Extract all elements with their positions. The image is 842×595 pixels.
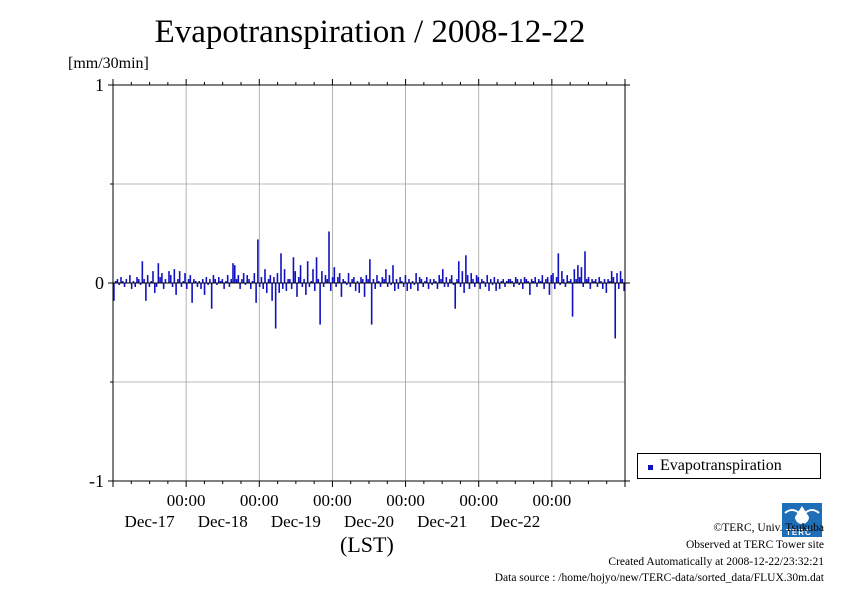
x-axis-label: (LST) (340, 532, 394, 557)
credit-observed: Observed at TERC Tower site (685, 539, 824, 551)
legend-label-evapotranspiration: Evapotranspiration (660, 457, 782, 474)
credit-source: Data source : /home/hojyo/new/TERC-data/… (494, 572, 824, 584)
legend-swatch (648, 465, 653, 470)
x-tick-date-label: Dec-21 (417, 512, 467, 531)
y-tick-label: 0 (95, 273, 104, 293)
x-tick-date-label: Dec-17 (125, 512, 176, 531)
x-tick-date-label: Dec-20 (344, 512, 394, 531)
x-tick-date-label: Dec-22 (490, 512, 540, 531)
tick-labels: -1 0 1 00:00 Dec-17 00:00 Dec-18 00:00 Dec-19 00:… (89, 75, 571, 531)
chart-title: Evapotranspiration / 2008-12-22 (154, 14, 586, 50)
bar-series (113, 231, 625, 339)
credit-copyright: ©TERC, Univ. Tsukuba (713, 522, 824, 534)
y-tick-label: -1 (89, 471, 104, 491)
credit-created: Created Automatically at 2008-12-22/23:3… (608, 556, 824, 568)
y-axis-label: [mm/30min] (68, 55, 149, 72)
x-tick-time-label: 00:00 (386, 491, 425, 510)
x-tick-date-label: Dec-19 (271, 512, 321, 531)
x-tick-time-label: 00:00 (532, 491, 571, 510)
x-tick-time-label: 00:00 (313, 491, 352, 510)
x-tick-time-label: 00:00 (459, 491, 498, 510)
y-tick-label: 1 (95, 75, 104, 95)
x-tick-time-label: 00:00 (240, 491, 279, 510)
legend: Evapotranspiration (637, 453, 821, 479)
logo-text: TERC (786, 528, 812, 537)
x-tick-time-label: 00:00 (167, 491, 206, 510)
x-tick-date-label: Dec-18 (198, 512, 248, 531)
terc-logo-icon (782, 503, 822, 537)
axes (108, 79, 630, 487)
